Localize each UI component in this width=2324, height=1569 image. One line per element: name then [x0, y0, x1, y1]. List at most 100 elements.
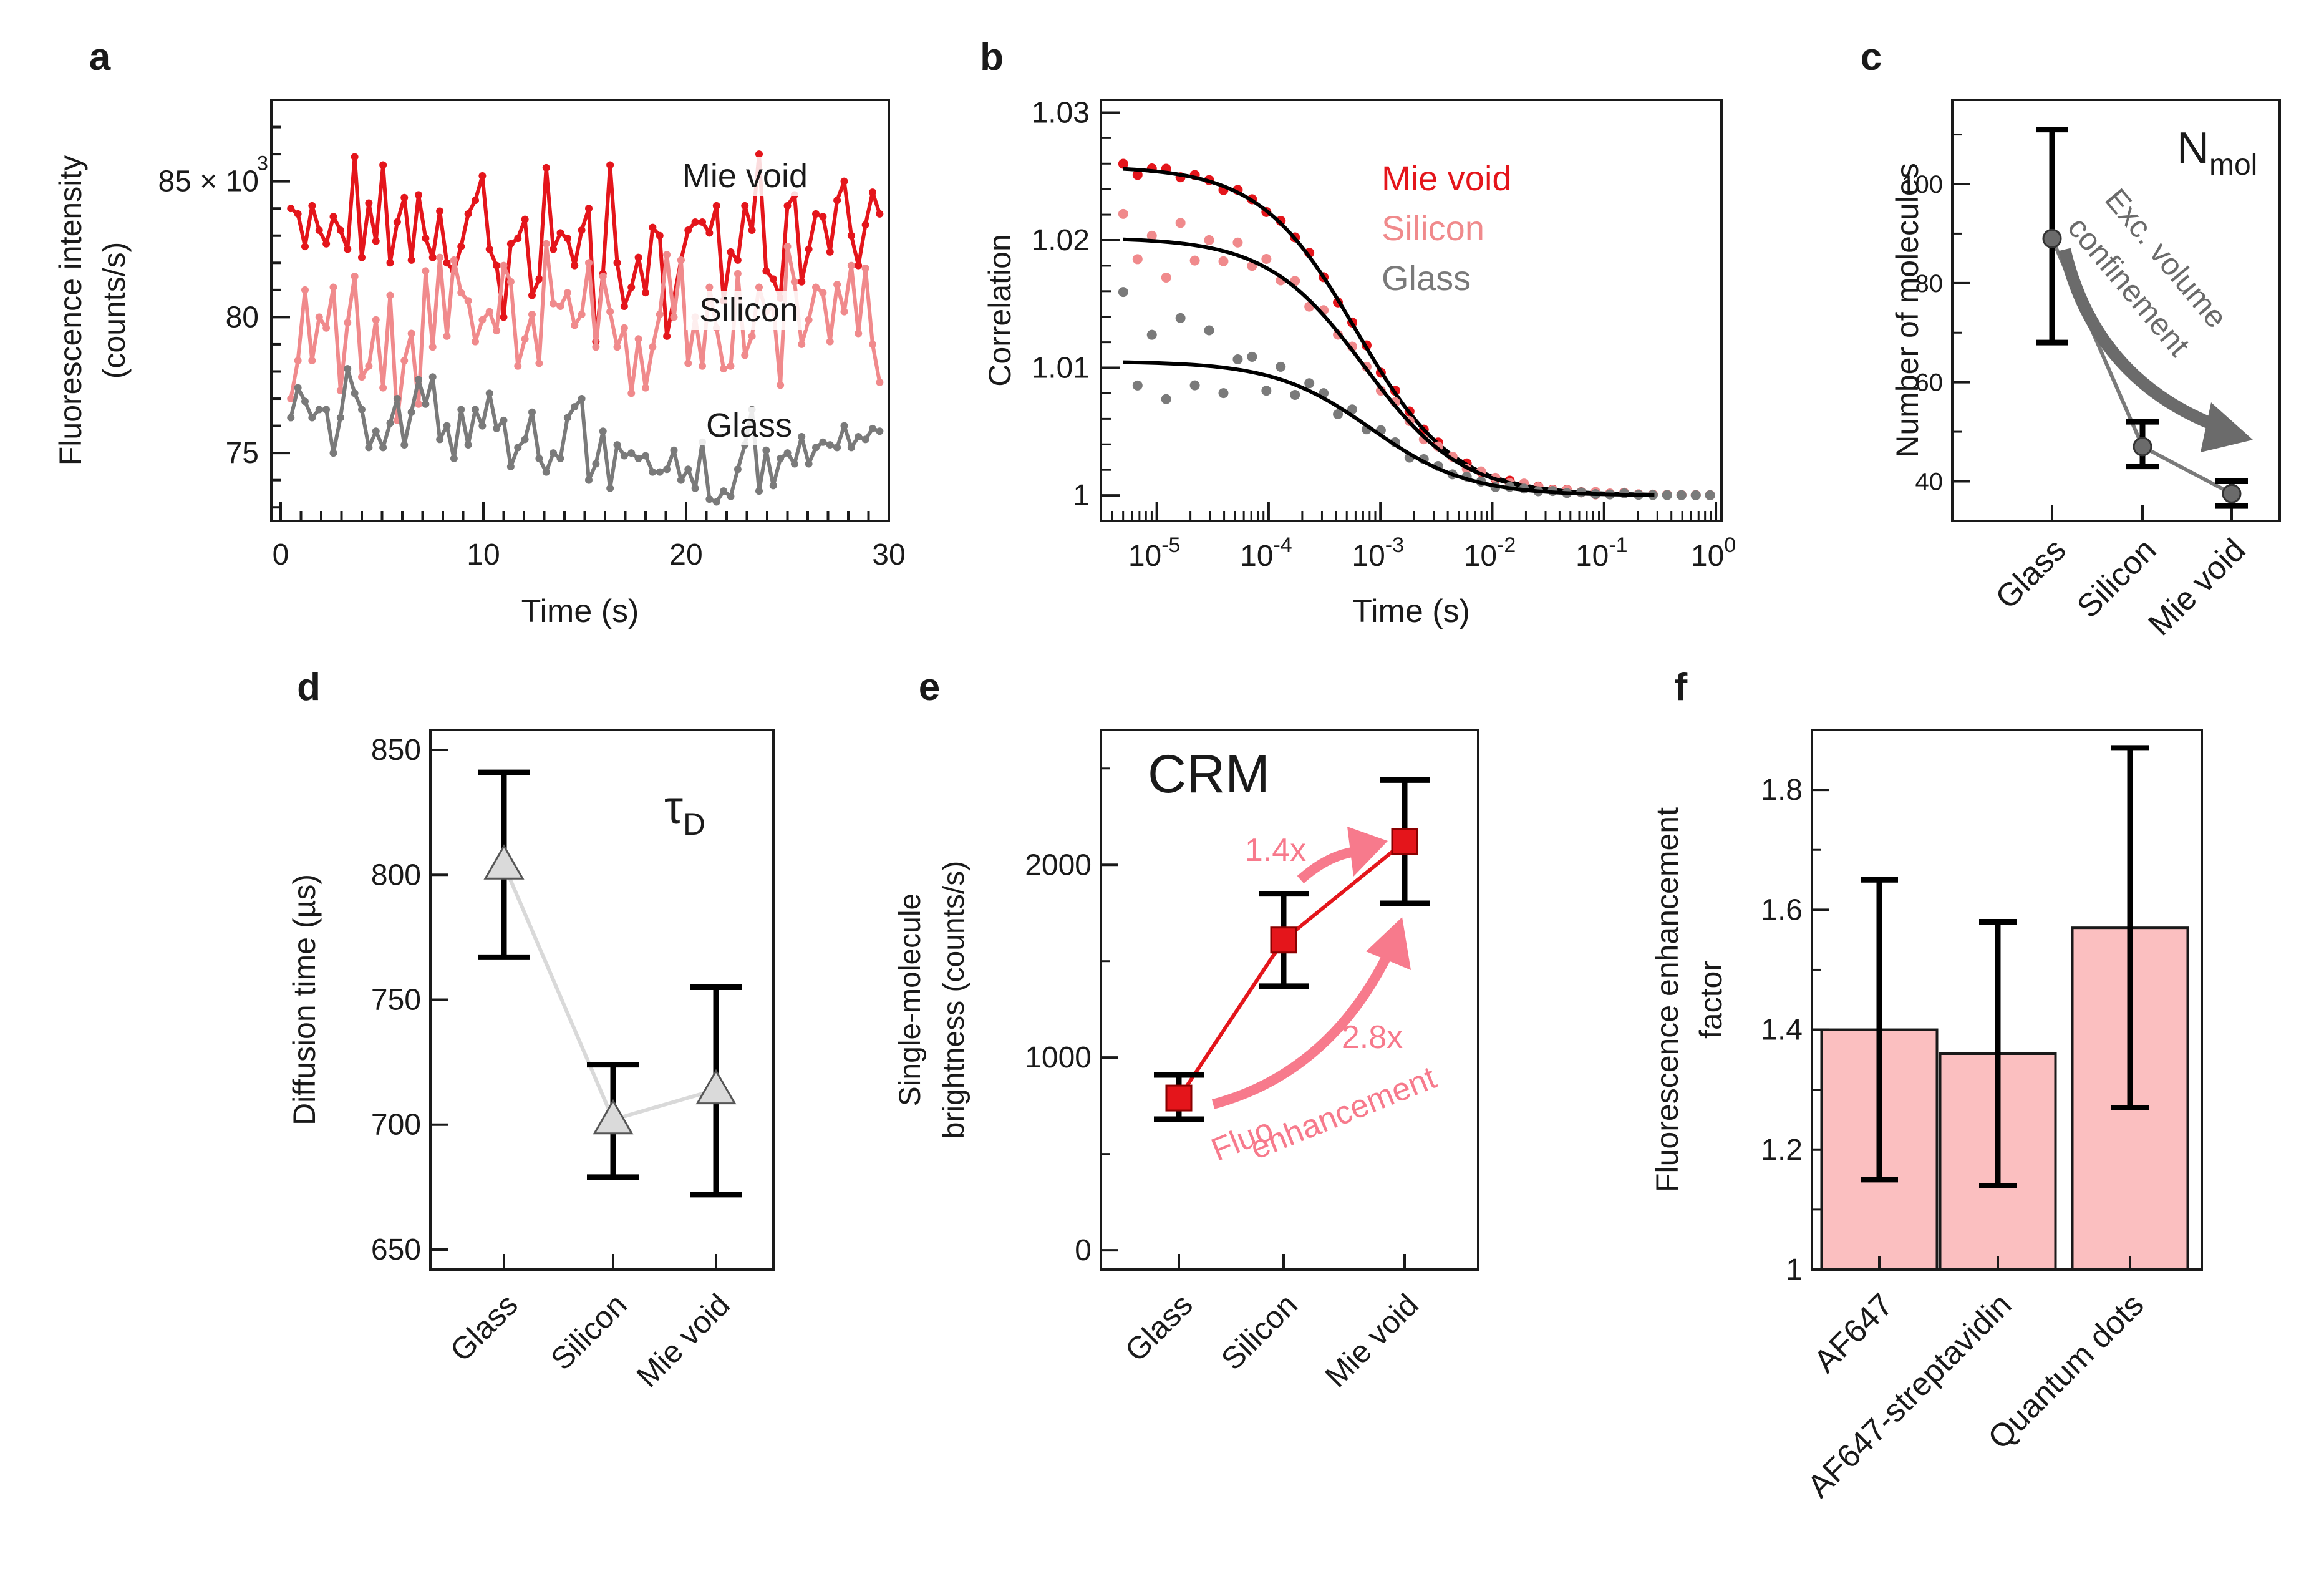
data-point-a	[833, 197, 841, 205]
data-point-b	[1676, 490, 1687, 500]
data-point-a	[691, 218, 699, 226]
panel-c-frame	[1951, 99, 2281, 522]
data-point-d	[695, 1069, 737, 1105]
inset-sub-c: mol	[2209, 148, 2257, 182]
data-point-a	[847, 261, 855, 270]
legend-bg-a	[680, 407, 798, 445]
data-point-a	[869, 188, 876, 197]
series-line-a	[289, 152, 882, 344]
data-point-a	[613, 259, 621, 267]
y-tick-label-c: 100	[1901, 171, 1943, 198]
y-tick-label-f: 1.4	[1761, 1014, 1803, 1047]
x-axis-label-a: Time (s)	[521, 593, 639, 629]
data-point-a	[741, 202, 749, 210]
data-point-b	[1705, 490, 1715, 500]
data-point-b	[1161, 273, 1171, 283]
data-point-a	[656, 231, 664, 240]
data-point-a	[535, 275, 543, 283]
data-point-a	[578, 311, 586, 319]
data-point-a	[649, 468, 657, 476]
data-point-a	[294, 357, 302, 365]
data-point-e	[1270, 926, 1297, 954]
data-point-a	[833, 281, 841, 289]
data-point-a	[741, 351, 749, 359]
fit-curve-b	[1123, 360, 1655, 497]
y-tick-label-d: 800	[371, 858, 421, 891]
data-point-a	[329, 213, 337, 221]
data-point-a	[677, 476, 685, 484]
error-bar-f	[2111, 745, 2149, 1110]
data-point-a	[315, 313, 323, 321]
legend-bg-a	[695, 157, 814, 196]
data-point-b	[1218, 256, 1229, 266]
data-point-a	[365, 362, 373, 370]
data-point-b	[1204, 235, 1214, 245]
data-point-a	[344, 245, 352, 253]
data-point-a	[727, 492, 735, 500]
data-point-a	[422, 400, 430, 408]
data-point-d	[593, 1099, 634, 1135]
data-point-a	[620, 302, 628, 310]
data-point-a	[365, 199, 373, 207]
data-point-a	[720, 365, 728, 373]
data-point-a	[287, 395, 295, 403]
data-point-a	[485, 245, 493, 253]
arrow-head-c	[2201, 402, 2253, 452]
data-point-a	[478, 316, 487, 324]
data-point-a	[762, 267, 770, 275]
inset-sub-d: D	[683, 807, 705, 842]
data-point-a	[649, 223, 657, 231]
data-point-a	[833, 444, 841, 452]
y-tick-exponent-a: 3	[257, 152, 268, 175]
data-point-a	[592, 460, 600, 468]
y-axis-label-f-line1: Fluorescence enhancement	[1650, 807, 1685, 1192]
data-point-a	[727, 362, 735, 370]
data-point-a	[301, 397, 309, 406]
x-axis-label-b: Time (s)	[1352, 593, 1470, 629]
data-point-b	[1247, 351, 1257, 362]
legend-label-a: Silicon	[699, 291, 798, 329]
y-axis-label-d: Diffusion time (µs)	[287, 874, 322, 1125]
data-point-a	[556, 302, 564, 310]
data-point-a	[436, 435, 444, 444]
y-axis-label-e-line1: Single-molecule	[894, 893, 927, 1107]
y-tick-label-f: 1	[1786, 1253, 1803, 1286]
data-point-a	[308, 357, 316, 365]
inset-main-c: N	[2177, 124, 2209, 173]
data-point-a	[876, 210, 884, 218]
data-point-a	[769, 275, 777, 283]
data-point-a	[386, 291, 394, 299]
data-point-a	[372, 237, 380, 245]
x-tick-base-b: 10	[1576, 540, 1609, 573]
x-tick-label-d: Silicon	[544, 1287, 634, 1377]
x-tick-label-e: Silicon	[1214, 1287, 1304, 1377]
data-point-a	[521, 215, 529, 223]
data-point-a	[287, 414, 295, 422]
y-tick-label-d: 750	[371, 984, 421, 1017]
data-point-a	[443, 259, 451, 267]
data-point-a	[351, 389, 359, 397]
x-tick-label-f: AF647	[1807, 1286, 1900, 1379]
y-axis-label-a-line2: (counts/s)	[97, 242, 132, 379]
data-point-c	[2042, 228, 2062, 248]
data-point-a	[805, 245, 813, 253]
data-point-a	[777, 454, 785, 462]
data-point-b	[1189, 255, 1200, 266]
annotation-e-1: 1.4x	[1245, 832, 1306, 868]
inset-label-c: Nmol	[2177, 124, 2257, 182]
data-point-a	[472, 197, 479, 205]
y-axis-label-f-line2: factor	[1693, 961, 1728, 1039]
data-point-a	[500, 261, 508, 270]
data-point-a	[599, 273, 607, 281]
data-point-a	[535, 359, 543, 367]
legend-label-b: Mie void	[1382, 158, 1512, 198]
legend-label-a: Mie void	[682, 157, 808, 195]
y-tick-label-a: 80	[226, 301, 259, 334]
data-point-a	[627, 449, 636, 457]
panel-a-frame	[270, 99, 890, 522]
x-tick-exponent-b: -4	[1273, 533, 1292, 557]
y-tick-label-b: 1.03	[1032, 96, 1090, 129]
data-point-a	[358, 406, 366, 414]
data-point-a	[351, 153, 359, 161]
data-point-a	[542, 468, 550, 476]
